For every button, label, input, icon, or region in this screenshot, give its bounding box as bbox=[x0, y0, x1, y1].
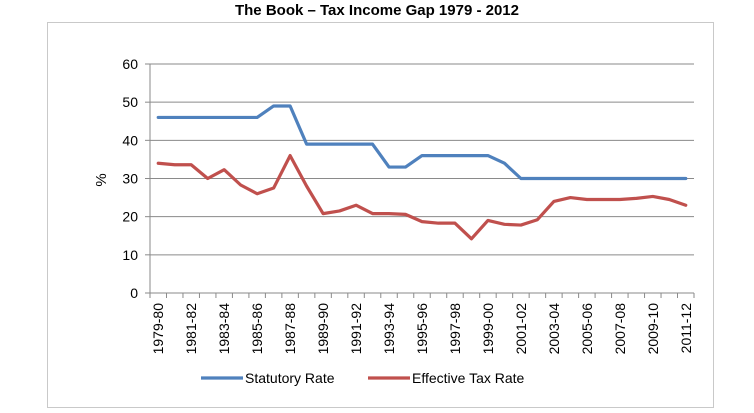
chart-title: The Book – Tax Income Gap 1979 - 2012 bbox=[234, 2, 519, 19]
y-axis-title: % bbox=[93, 173, 110, 186]
x-tick-label: 1995-96 bbox=[414, 303, 430, 355]
legend: Statutory Rate Effective Tax Rate bbox=[201, 370, 525, 386]
series-lines bbox=[156, 104, 688, 241]
series-line-effective-tax-rate bbox=[156, 154, 688, 241]
y-tick-label: 50 bbox=[122, 94, 138, 110]
x-tick-label: 2001-02 bbox=[513, 303, 529, 355]
x-tick-label: 1999-00 bbox=[480, 303, 496, 355]
x-tick-label: 1979-80 bbox=[150, 303, 166, 355]
x-tick-label: 2007-08 bbox=[612, 303, 628, 355]
x-tick-label: 2011-12 bbox=[678, 303, 694, 354]
x-tick-label: 1997-98 bbox=[447, 303, 463, 355]
x-tick-label: 1993-94 bbox=[381, 303, 397, 355]
x-tick-label: 2003-04 bbox=[546, 303, 562, 355]
legend-label: Effective Tax Rate bbox=[412, 370, 525, 386]
y-axis-ticks: 0 10 20 30 40 50 60 bbox=[122, 56, 138, 301]
x-tick-label: 1985-86 bbox=[249, 303, 265, 355]
chart-frame bbox=[47, 22, 714, 408]
y-tick-label: 20 bbox=[122, 209, 138, 225]
series-line-statutory-rate bbox=[156, 104, 688, 181]
x-tick-label: 1991-92 bbox=[348, 303, 364, 355]
x-tick-label: 1983-84 bbox=[216, 303, 232, 355]
y-tick-label: 40 bbox=[122, 132, 138, 148]
x-tick-label: 1989-90 bbox=[315, 303, 331, 355]
x-tick-label: 1981-82 bbox=[183, 303, 199, 355]
x-tick-label: 2005-06 bbox=[579, 303, 595, 355]
x-axis-ticks: 1979-80 1981-82 1983-84 1985-86 1987-88 1989-… bbox=[150, 303, 694, 355]
y-tick-label: 60 bbox=[122, 56, 138, 72]
x-tick-label: 2009-10 bbox=[645, 303, 661, 355]
axes bbox=[145, 63, 695, 298]
y-tick-label: 30 bbox=[122, 171, 138, 187]
legend-label: Statutory Rate bbox=[245, 370, 335, 386]
x-tick-label: 1987-88 bbox=[282, 303, 298, 355]
y-tick-label: 0 bbox=[130, 285, 138, 301]
gridlines bbox=[150, 63, 694, 256]
y-tick-label: 10 bbox=[122, 247, 138, 263]
